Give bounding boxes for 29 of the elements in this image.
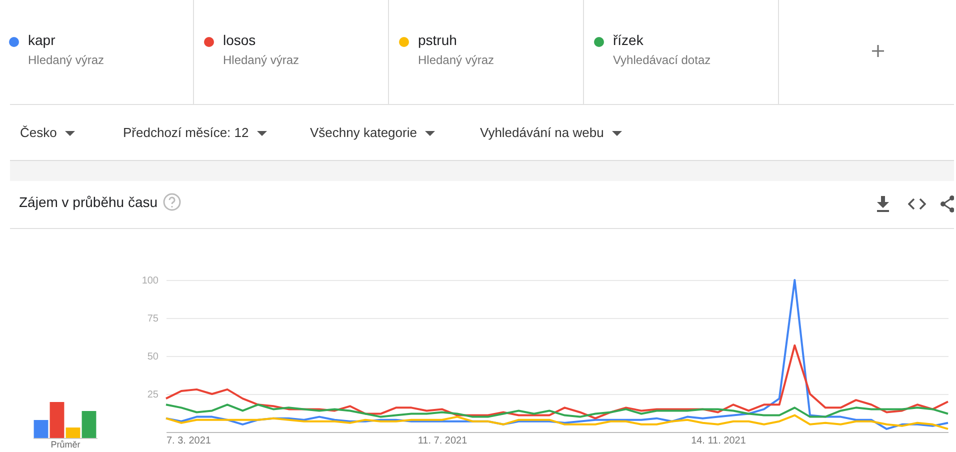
text: Hledaný výraz	[223, 53, 300, 67]
chart-title: Zájem v průběhu času	[19, 194, 158, 210]
x-tick-label: 14. 11. 2021	[691, 436, 746, 446]
line-series	[165, 414, 949, 430]
legend-label: řízek	[613, 32, 644, 48]
legend-label: kapr	[28, 32, 56, 48]
text: Předchozí měsíce: 12	[123, 125, 249, 140]
legend-label: losos	[223, 32, 256, 48]
line-series	[165, 404, 949, 418]
text: Všechny kategorie	[310, 125, 417, 140]
x-tick-label: 7. 3. 2021	[166, 436, 212, 446]
y-tick-label: 100	[142, 276, 159, 286]
text: Hledaný výraz	[418, 53, 494, 67]
bar	[50, 402, 64, 438]
text: Vyhledávací dotaz	[613, 53, 711, 67]
bar	[34, 420, 48, 438]
y-tick-label: 25	[147, 390, 159, 400]
text: Česko	[20, 125, 57, 140]
y-tick-label: 75	[147, 314, 159, 324]
text: Vyhledávání na webu	[480, 125, 604, 140]
y-tick-label: 50	[147, 352, 159, 362]
bar	[66, 428, 80, 438]
line-series	[165, 279, 949, 430]
text: Hledaný výraz	[28, 53, 104, 67]
bar	[82, 411, 96, 438]
line-series	[165, 344, 949, 420]
x-axis-title: Průměr	[50, 440, 80, 450]
legend-label: pstruh	[418, 32, 457, 48]
x-tick-label: 11. 7. 2021	[418, 436, 468, 446]
